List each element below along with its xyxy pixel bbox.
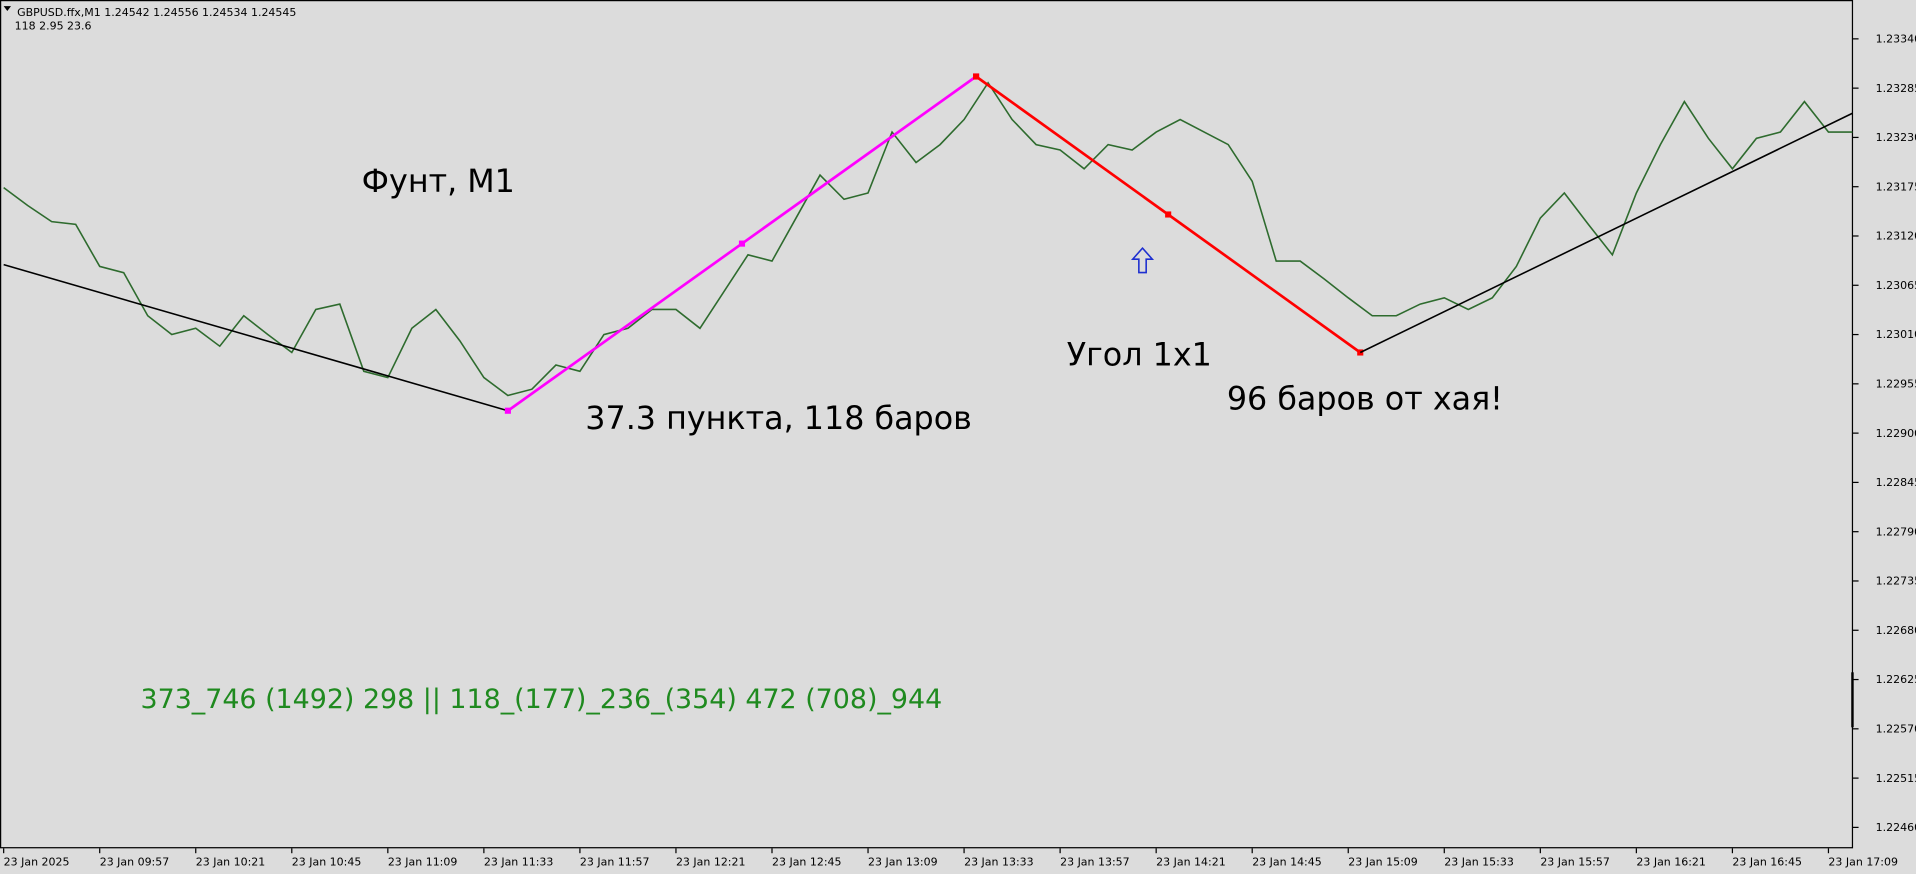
annotation: 37.3 пункта, 118 баров <box>585 401 972 437</box>
x-tick-label: 23 Jan 17:09 <box>1828 855 1898 868</box>
y-tick-label: 1.23340 <box>1876 33 1916 46</box>
collapse-icon <box>3 6 11 12</box>
arrow-icon <box>1130 246 1155 274</box>
plot-frame <box>0 0 1854 849</box>
trend-anchor <box>973 73 980 80</box>
x-tick-label: 23 Jan 10:21 <box>196 855 266 868</box>
x-tick-label: 23 Jan 10:45 <box>292 855 362 868</box>
annotation: 96 баров от хая! <box>1227 381 1503 417</box>
annotation: 373_746 (1492) 298 || 118_(177)_236_(354… <box>141 684 943 715</box>
x-tick-label: 23 Jan 14:21 <box>1156 855 1226 868</box>
plot-area <box>3 73 1853 414</box>
x-tick-label: 23 Jan 16:45 <box>1732 855 1802 868</box>
x-tick-label: 23 Jan 16:21 <box>1636 855 1706 868</box>
y-tick-label: 1.22735 <box>1876 575 1916 588</box>
x-tick-label: 23 Jan 11:57 <box>580 855 650 868</box>
x-tick-label: 23 Jan 13:09 <box>868 855 938 868</box>
trend-anchor <box>504 407 511 414</box>
x-tick-label: 23 Jan 2025 <box>4 855 70 868</box>
y-tick-label: 1.22515 <box>1876 772 1916 785</box>
y-tick-label: 1.22570 <box>1876 722 1916 735</box>
indicator-line: 118 2.95 23.6 <box>15 19 92 32</box>
x-tick-label: 23 Jan 13:57 <box>1060 855 1130 868</box>
y-tick-label: 1.22680 <box>1876 624 1916 637</box>
annotation: Фунт, M1 <box>362 164 515 200</box>
y-tick-label: 1.23230 <box>1876 131 1916 144</box>
x-tick-label: 23 Jan 09:57 <box>100 855 170 868</box>
trend-line <box>3 263 509 412</box>
y-tick-label: 1.22790 <box>1876 525 1916 538</box>
x-tick-label: 23 Jan 12:45 <box>772 855 842 868</box>
x-tick-label: 23 Jan 15:57 <box>1540 855 1610 868</box>
y-tick-label: 1.23285 <box>1876 82 1916 95</box>
x-tick-label: 23 Jan 14:45 <box>1252 855 1322 868</box>
annotation: Угол 1x1 <box>1067 337 1212 373</box>
x-tick-label: 23 Jan 15:09 <box>1348 855 1418 868</box>
x-tick-label: 23 Jan 13:33 <box>964 855 1034 868</box>
trend-line <box>1359 112 1853 354</box>
y-tick-label: 1.22955 <box>1876 378 1916 391</box>
x-tick-label: 23 Jan 15:33 <box>1444 855 1514 868</box>
y-tick-label: 1.23010 <box>1876 328 1916 341</box>
trend-midpoint <box>738 240 746 247</box>
x-tick-label: 23 Jan 11:33 <box>484 855 554 868</box>
symbol-line: GBPUSD.ffx,M1 1.24542 1.24556 1.24534 1.… <box>17 6 296 19</box>
price-line <box>3 81 1853 397</box>
y-tick-label: 1.23175 <box>1876 180 1916 193</box>
trend-midpoint <box>1165 211 1172 218</box>
axis-marker <box>1851 672 1854 728</box>
y-tick-label: 1.23120 <box>1876 230 1916 243</box>
y-tick-label: 1.22845 <box>1876 476 1916 489</box>
x-tick-label: 23 Jan 11:09 <box>388 855 458 868</box>
y-tick-label: 1.23065 <box>1876 279 1916 292</box>
y-tick-label: 1.22900 <box>1876 427 1916 440</box>
y-tick-label: 1.22460 <box>1876 821 1916 834</box>
y-tick-label: 1.22625 <box>1876 673 1916 686</box>
x-tick-label: 23 Jan 12:21 <box>676 855 746 868</box>
